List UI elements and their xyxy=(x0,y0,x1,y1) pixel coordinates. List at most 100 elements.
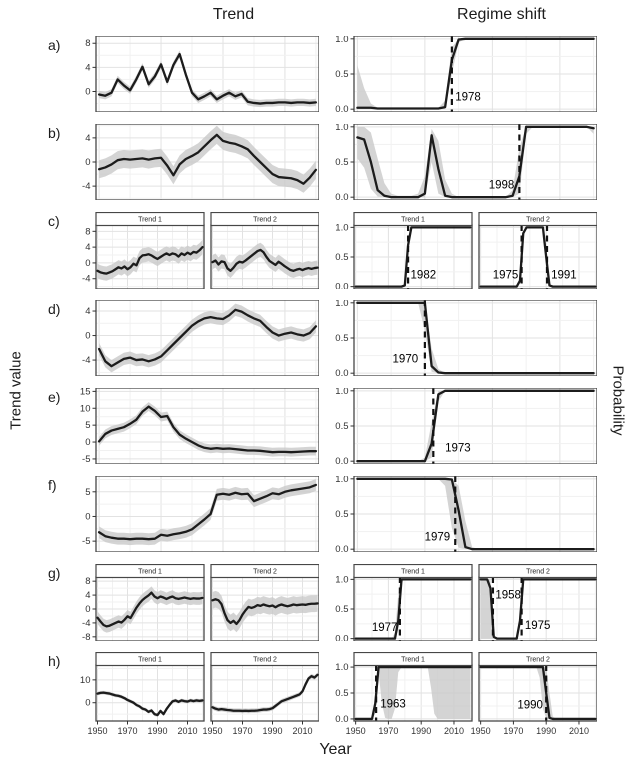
trend-line xyxy=(211,673,319,713)
trend-line xyxy=(97,308,318,368)
y-tick-label: 0 xyxy=(85,604,90,615)
shift-year-annotation: 1991 xyxy=(551,269,577,281)
strip-header xyxy=(353,652,473,667)
probability-line xyxy=(354,578,472,640)
trend-panel-group-d: -4 0 4 xyxy=(82,300,319,376)
regime-panel-group-b: 0.0 0.5 1.0 1998 xyxy=(335,124,597,200)
strip-header xyxy=(95,212,205,227)
y-tick-label: 10 xyxy=(80,675,91,686)
shift-year-annotation: 1978 xyxy=(455,92,481,104)
probability-line xyxy=(356,125,595,199)
strip-label: Trend 2 xyxy=(526,569,550,576)
row-label: g) xyxy=(48,565,61,581)
y-tick-label: 0.0 xyxy=(335,282,348,289)
row-label: h) xyxy=(48,653,61,669)
strip-label: Trend 1 xyxy=(401,569,425,576)
x-tick-label: 2010 xyxy=(177,726,197,736)
trend-line xyxy=(96,591,204,628)
y-tick-label: 8 xyxy=(85,226,90,237)
y-tick-label: -4 xyxy=(82,355,90,366)
x-tick-label: 1950 xyxy=(346,726,366,736)
trend-line xyxy=(97,52,318,105)
trend-panel-group-c: Trend 1 -4 0 4 8 Trend 2 xyxy=(82,212,319,289)
y-tick-label: 1.0 xyxy=(335,574,348,585)
figure-row-h: h) Trend 1 0 10 1950 1970 1990 2010 Trend 2 1950 1… xyxy=(48,652,639,737)
strip-header xyxy=(478,652,597,667)
y-tick-label: 0.0 xyxy=(335,104,348,112)
strip-header xyxy=(210,652,319,667)
strip-label: Trend 2 xyxy=(526,657,550,664)
y-tick-label: 0.5 xyxy=(335,252,348,263)
strip-label: Trend 2 xyxy=(526,217,550,224)
regime-panel-group-f: 0.0 0.5 1.0 1979 xyxy=(335,476,597,552)
shift-year-annotation: 1977 xyxy=(372,622,398,634)
shift-year-annotation: 1973 xyxy=(445,442,471,454)
shift-year-annotation: 1998 xyxy=(489,180,515,192)
trend-panel-group-g: Trend 1 -8 -4 0 4 8 Trend 2 xyxy=(82,564,319,641)
shift-year-annotation: 1970 xyxy=(393,354,419,366)
regime-column-title: Regime shift xyxy=(457,6,546,23)
x-tick-label: 1990 xyxy=(262,726,282,736)
regime-panel-group-d: 0.0 0.5 1.0 1970 xyxy=(335,300,597,376)
shift-year-annotation: 1975 xyxy=(493,269,519,281)
trend-column-title: Trend xyxy=(212,6,255,23)
probability-line xyxy=(479,665,597,721)
strip-label: Trend 1 xyxy=(138,657,162,664)
x-tick-label: 2010 xyxy=(292,726,312,736)
strip-label: Trend 1 xyxy=(401,217,425,224)
trend-panel-group-f: -5 0 5 xyxy=(82,476,319,552)
y-tick-label: 0.5 xyxy=(335,604,348,615)
x-tick-label: 2010 xyxy=(444,726,464,736)
y-tick-label: 0.5 xyxy=(335,421,348,432)
shift-year-annotation: 1979 xyxy=(425,532,451,544)
y-tick-label: -5 xyxy=(82,536,90,547)
regime-panel-group-a: 0.0 0.5 1.0 1978 xyxy=(335,36,597,112)
probability-line xyxy=(354,665,472,721)
strip-header xyxy=(353,212,473,227)
column-headers: Trend Regime shift xyxy=(74,6,639,36)
x-axis-title: Year xyxy=(319,741,352,758)
x-tick-label: 1970 xyxy=(117,726,137,736)
shift-year-annotation: 1958 xyxy=(495,589,521,601)
probability-line xyxy=(479,578,597,640)
shift-year-annotation: 1975 xyxy=(525,620,551,632)
strip-header xyxy=(210,212,319,227)
x-tick-label: 1970 xyxy=(232,726,252,736)
row-label: c) xyxy=(48,213,60,229)
shift-year-annotation: 1963 xyxy=(380,699,406,711)
y-tick-label: 1.0 xyxy=(335,124,348,133)
trend-line xyxy=(211,248,319,272)
y-tick-label: 0.5 xyxy=(335,509,348,520)
right-axis-title: Probability xyxy=(609,365,627,436)
x-tick-label: 2010 xyxy=(569,726,589,736)
y-tick-label: 1.0 xyxy=(335,476,348,485)
trend-line xyxy=(97,133,318,185)
probability-line xyxy=(479,226,597,288)
strip-header xyxy=(353,564,473,579)
y-tick-label: 0.5 xyxy=(335,69,348,80)
y-tick-label: 1.0 xyxy=(335,300,348,309)
figure-row-b: b) -4 0 4 0.0 0.5 1.0 1998 xyxy=(48,124,639,200)
y-tick-label: 0.0 xyxy=(335,368,348,376)
row-label: d) xyxy=(48,301,61,317)
strip-header xyxy=(478,212,597,227)
y-tick-label: 4 xyxy=(85,62,90,73)
y-tick-label: 0.5 xyxy=(335,688,348,699)
trend-panel-group-b: -4 0 4 xyxy=(82,124,319,200)
y-tick-label: 10 xyxy=(80,403,91,414)
figure-rows: a) 0 4 8 0.0 0.5 1.0 1978 b) -4 0 4 0.0 0.5 1.0 1998 c) T… xyxy=(48,36,639,737)
probability-line xyxy=(356,301,595,375)
strip-label: Trend 1 xyxy=(401,657,425,664)
y-tick-label: 15 xyxy=(80,388,91,397)
confidence-band xyxy=(357,126,594,198)
probability-line xyxy=(356,477,595,551)
y-tick-label: 4 xyxy=(85,133,90,144)
y-tick-label: 5 xyxy=(85,487,90,498)
x-tick-label: 1990 xyxy=(147,726,167,736)
probability-line xyxy=(354,226,472,288)
left-axis-title: Trend value xyxy=(7,351,25,430)
x-tick-label: 1950 xyxy=(87,726,107,736)
trend-line xyxy=(97,483,318,541)
y-tick-label: 0.0 xyxy=(335,192,348,200)
